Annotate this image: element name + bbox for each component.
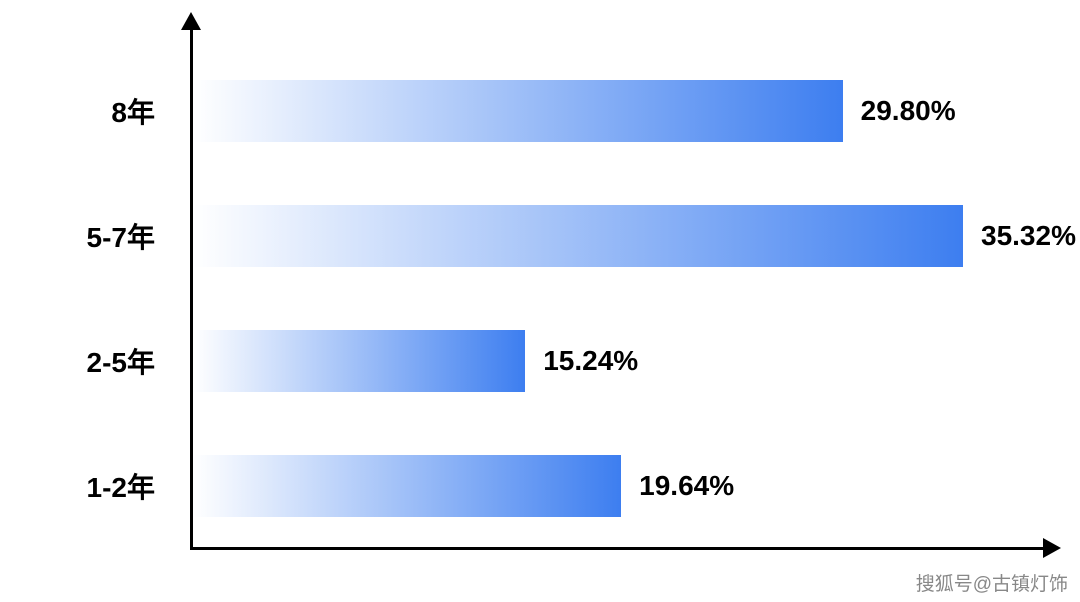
bar-row: 1-2年 19.64% xyxy=(60,455,1060,517)
x-axis xyxy=(190,547,1045,550)
bar xyxy=(193,330,525,392)
y-axis-label: 8年 xyxy=(60,91,180,131)
value-label: 15.24% xyxy=(543,345,638,377)
y-axis-label: 1-2年 xyxy=(60,466,180,506)
y-axis-label: 2-5年 xyxy=(60,341,180,381)
bar-row: 5-7年35.32% xyxy=(60,205,1060,267)
value-label: 19.64% xyxy=(639,470,734,502)
watermark-text: 搜狐号@古镇灯饰 xyxy=(916,569,1068,596)
bar-row: 8年 29.80% xyxy=(60,80,1060,142)
chart-container: 8年 29.80% 5-7年35.32% 2-5年 15.24% 1-2年 19.64% xyxy=(60,20,1060,572)
y-axis-label: 5-7年 xyxy=(60,216,180,256)
x-axis-arrow-icon xyxy=(1043,538,1061,558)
bar-row: 2-5年 15.24% xyxy=(60,330,1060,392)
bar xyxy=(193,205,963,267)
value-label: 29.80% xyxy=(861,95,956,127)
bar xyxy=(193,80,843,142)
value-label: 35.32% xyxy=(981,220,1076,252)
bar xyxy=(193,455,621,517)
